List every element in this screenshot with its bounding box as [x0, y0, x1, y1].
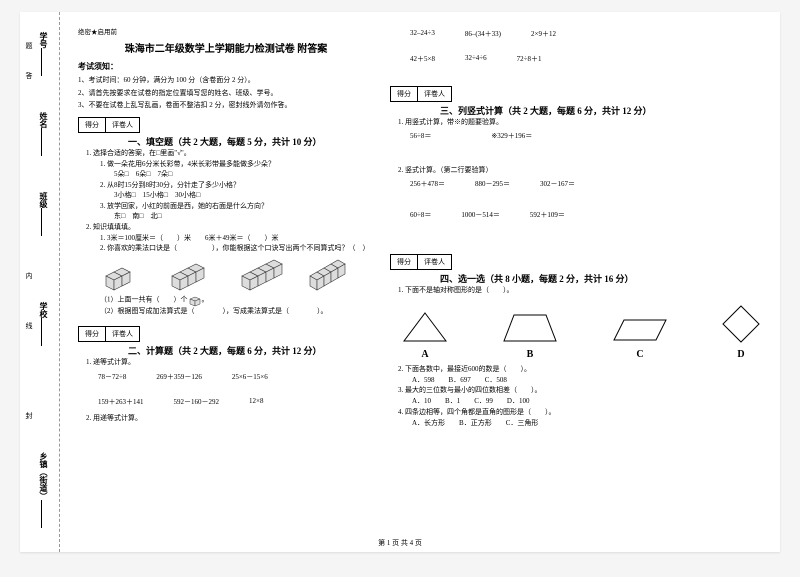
notice-header: 考试须知： [78, 61, 374, 72]
seal-da: 答 [24, 72, 34, 79]
q1-b1: 3小格□ 15小格□ 30小格□ [114, 190, 374, 201]
scorebox-1: 得分 评卷人 [78, 117, 140, 133]
q1-b: 2. 从8时15分到8时30分，分针走了多少小格？ [100, 180, 374, 191]
shapes-row: A B C D [400, 303, 762, 360]
cube-2 [168, 258, 214, 292]
right-column: 32–24÷3 86–(34＋33) 2×9＋12 42＋5×8 32÷4÷6 … [382, 26, 770, 546]
cube-figures [98, 258, 374, 292]
reviewer-label: 评卷人 [106, 118, 139, 132]
page-footer: 第 1 页 共 4 页 [20, 538, 780, 548]
scorebox-2: 得分 评卷人 [78, 326, 140, 342]
q5-r1: 32–24÷3 86–(34＋33) 2×9＋12 [410, 29, 762, 39]
q2-a: 1. 3米＝100厘米＝（ ）米 6米＋49米＝（ ）米 [100, 233, 374, 244]
notice-2: 2、请首先按要求在试卷的指定位置填写您的姓名、班级、学号。 [78, 88, 374, 99]
section-2-title: 二、计算题（共 2 大题，每题 6 分，共计 12 分） [128, 344, 374, 357]
bind-banji: 班级 [38, 192, 49, 208]
q4: 2. 用递等式计算。 [86, 413, 374, 424]
shape-c: C [610, 315, 670, 360]
q3-stem: 1. 递等式计算。 [86, 357, 374, 368]
binding-margin: 学号 姓名 班级 学校 乡镇（街道） 答 内 线 封 题 [20, 12, 60, 552]
q5-r2: 42＋5×8 32÷4÷6 72÷8＋1 [410, 54, 762, 64]
q1-c1: 东□ 南□ 北□ [114, 211, 374, 222]
scorebox-4: 得分 评卷人 [390, 254, 452, 270]
q2-b: 2. 你喜欢的乘法口诀是（ ），你能根据这个口诀写出两个不同算式吗？（ ） [100, 243, 374, 254]
shape-b: B [500, 309, 560, 360]
q7-r1: 256＋478＝ 880－295＝ 302－167＝ [410, 179, 762, 189]
notice-3: 3、不要在试卷上乱写乱画，卷面不整洁扣 2 分，密封线外请勿作答。 [78, 100, 374, 111]
scorebox-3: 得分 评卷人 [390, 86, 452, 102]
score-label: 得分 [79, 118, 106, 132]
q2-c: （1）上面一共有（ ）个。 [100, 294, 374, 306]
section-1-title: 一、填空题（共 2 大题，每题 5 分，共计 10 分） [128, 135, 374, 148]
section-3-title: 三、列竖式计算（共 2 大题，每题 6 分，共计 12 分） [440, 104, 762, 117]
shape-d: D [720, 303, 762, 360]
exam-title: 珠海市二年级数学上学期能力检测试卷 附答案 [78, 40, 374, 55]
q2-d: （2）根据图写成加法算式是（ ），写成乘法算式是（ ）。 [100, 306, 374, 317]
q3-r2: 159＋263＋141 592－160－292 12×8 [98, 397, 374, 407]
q9-a1: A．598 B．697 C．508 [412, 375, 762, 386]
q6-r1: 56÷8＝ ※329＋196＝ [410, 131, 762, 141]
q6-stem: 1. 用竖式计算，带※的题要验算。 [398, 117, 762, 128]
q9-c1: A．长方形 B．正方形 C．三角形 [412, 418, 762, 429]
section-4-title: 四、选一选（共 8 小题，每题 2 分，共计 16 分） [440, 272, 762, 285]
seal-feng: 封 [24, 412, 34, 419]
q9-b1: A．10 B．1 C．99 D．100 [412, 396, 762, 407]
q9-b: 3. 最大的三位数与最小的四位数相差（ ）。 [398, 385, 762, 396]
q1-a1: 5朵□ 6朵□ 7朵□ [114, 169, 374, 180]
seal-ti: 题 [24, 42, 34, 49]
bind-xiangzhen: 乡镇（街道） [38, 452, 49, 500]
cube-4 [308, 258, 354, 292]
left-column: 绝密★启用前 珠海市二年级数学上学期能力检测试卷 附答案 考试须知： 1、考试时… [70, 26, 382, 546]
cube-small-icon [188, 294, 202, 306]
q1-a: 1. 做一朵花用6分米长彩带，4米长彩带最多能做多少朵？ [100, 159, 374, 170]
q7-r2: 60÷8＝ 1000－514＝ 592＋109＝ [410, 210, 762, 220]
q3-r1: 78－72÷8 269＋359－126 25×6－15×6 [98, 372, 374, 382]
bind-xuehao: 学号 [38, 32, 49, 48]
seal-xian: 线 [24, 322, 34, 329]
confidential-label: 绝密★启用前 [78, 26, 374, 36]
q8: 1. 下面不是轴对称图形的是（ ）。 [398, 285, 762, 296]
q2-stem: 2. 知识填填填。 [86, 222, 374, 233]
q9-c: 4. 四条边相等，四个角都是直角的图形是（ ）。 [398, 407, 762, 418]
cube-1 [98, 258, 144, 292]
q7-stem: 2. 竖式计算。（第二行要验算） [398, 165, 762, 176]
content-area: 绝密★启用前 珠海市二年级数学上学期能力检测试卷 附答案 考试须知： 1、考试时… [60, 12, 780, 552]
bind-xuexiao: 学校 [38, 302, 49, 318]
cube-3 [238, 258, 284, 292]
bind-xingming: 姓名 [38, 112, 49, 128]
q1-c: 3. 放学回家，小红的前面是西，她的右面是什么方向？ [100, 201, 374, 212]
shape-a: A [400, 309, 450, 360]
exam-page: 学号 姓名 班级 学校 乡镇（街道） 答 内 线 封 题 绝密★启用前 珠海市二… [20, 12, 780, 552]
q1-stem: 1. 选择合适的答案，在□里画"√"。 [86, 148, 374, 159]
seal-nei: 内 [24, 272, 34, 279]
notice-1: 1、考试时间：60 分钟，满分为 100 分（含卷面分 2 分）。 [78, 75, 374, 86]
q9-a: 2. 下面各数中，最接近600的数是（ ）。 [398, 364, 762, 375]
